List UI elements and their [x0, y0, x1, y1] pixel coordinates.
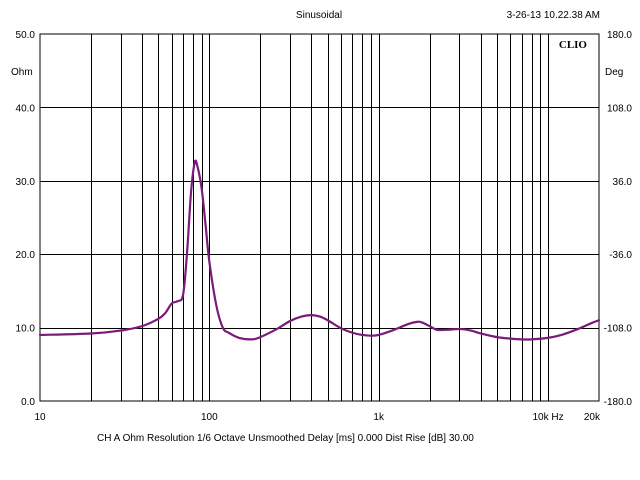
timestamp: 3-26-13 10.22.38 AM [507, 10, 600, 21]
right-tick-label: 108.0 [607, 103, 632, 114]
x-axis-labels: 10 100 1k 10k Hz 20k [34, 412, 601, 423]
x-tick-label: 10 [34, 412, 46, 423]
chart-title: Sinusoidal [296, 10, 342, 21]
impedance-curve-layer [38, 159, 601, 341]
left-axis-unit: Ohm [11, 67, 33, 78]
footer-settings: CH A Ohm Resolution 1/6 Octave Unsmoothe… [97, 433, 474, 444]
left-tick-label: 50.0 [16, 30, 36, 41]
x-tick-label: 20k [584, 412, 601, 423]
x-tick-label: 100 [201, 412, 218, 423]
right-tick-label: -36.0 [609, 250, 632, 261]
plot-frame [39, 33, 600, 402]
left-tick-label: 0.0 [21, 397, 35, 408]
left-tick-label: 20.0 [16, 250, 36, 261]
impedance-curve-0 [38, 159, 601, 341]
left-tick-label: 30.0 [16, 177, 36, 188]
horizontal-gridlines [40, 107, 599, 329]
right-tick-label: 180.0 [607, 30, 632, 41]
clio-logo: CLIO [559, 39, 588, 51]
x-tick-label: 1k [373, 412, 385, 423]
right-tick-label: 36.0 [613, 177, 633, 188]
left-tick-label: 10.0 [16, 324, 36, 335]
left-tick-label: 40.0 [16, 103, 36, 114]
right-tick-label: -180.0 [604, 397, 633, 408]
x-tick-label: 10k Hz [532, 412, 563, 423]
right-axis-unit: Deg [605, 67, 623, 78]
right-tick-label: -108.0 [604, 324, 633, 335]
right-axis-labels: 180.0 108.0 36.0 -36.0 -108.0 -180.0 [604, 30, 633, 408]
left-axis-labels: 50.0 40.0 30.0 20.0 10.0 0.0 [16, 30, 36, 408]
plot-area [40, 34, 599, 401]
